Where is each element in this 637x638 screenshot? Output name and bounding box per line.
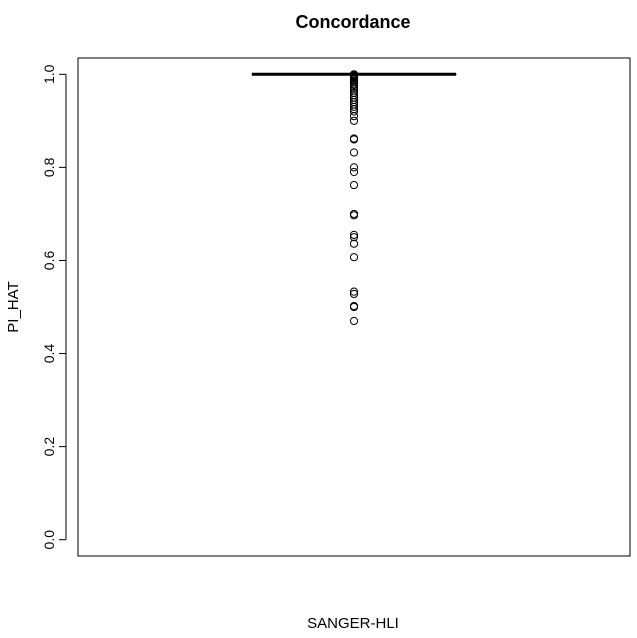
outlier-point <box>349 167 359 177</box>
plot-frame <box>77 57 631 557</box>
outlier-point <box>349 239 359 248</box>
y-tick-label: 0.8 <box>41 157 57 177</box>
y-tick-label: 0.2 <box>41 437 57 457</box>
outlier-point <box>349 148 359 157</box>
outlier-point <box>349 107 359 116</box>
outlier-point <box>349 287 359 296</box>
outlier-point <box>349 102 359 111</box>
y-tick-label: 0.4 <box>41 344 57 364</box>
y-tick-label: 1.0 <box>41 64 57 84</box>
outlier-point <box>349 135 359 144</box>
outlier-point <box>349 230 359 239</box>
outlier-point <box>349 211 359 220</box>
y-tick-label: 0.6 <box>41 251 57 271</box>
outlier-point <box>349 112 359 121</box>
outlier-point <box>349 116 359 125</box>
outlier-point <box>349 316 359 326</box>
outlier-point <box>349 289 359 299</box>
x-axis-label: SANGER-HLI <box>307 615 399 632</box>
outlier-point <box>349 253 359 262</box>
y-axis-label: PI_HAT <box>5 281 22 332</box>
chart-title: Concordance <box>295 12 410 32</box>
y-axis: 0.0 0.2 0.4 0.6 0.8 1.0 <box>41 64 67 550</box>
outlier-point <box>349 302 359 312</box>
outlier-point <box>349 180 359 190</box>
outlier-point <box>349 163 359 172</box>
outlier-group <box>349 70 359 326</box>
y-tick-label: 0.0 <box>41 530 57 550</box>
outlier-point <box>349 233 359 242</box>
